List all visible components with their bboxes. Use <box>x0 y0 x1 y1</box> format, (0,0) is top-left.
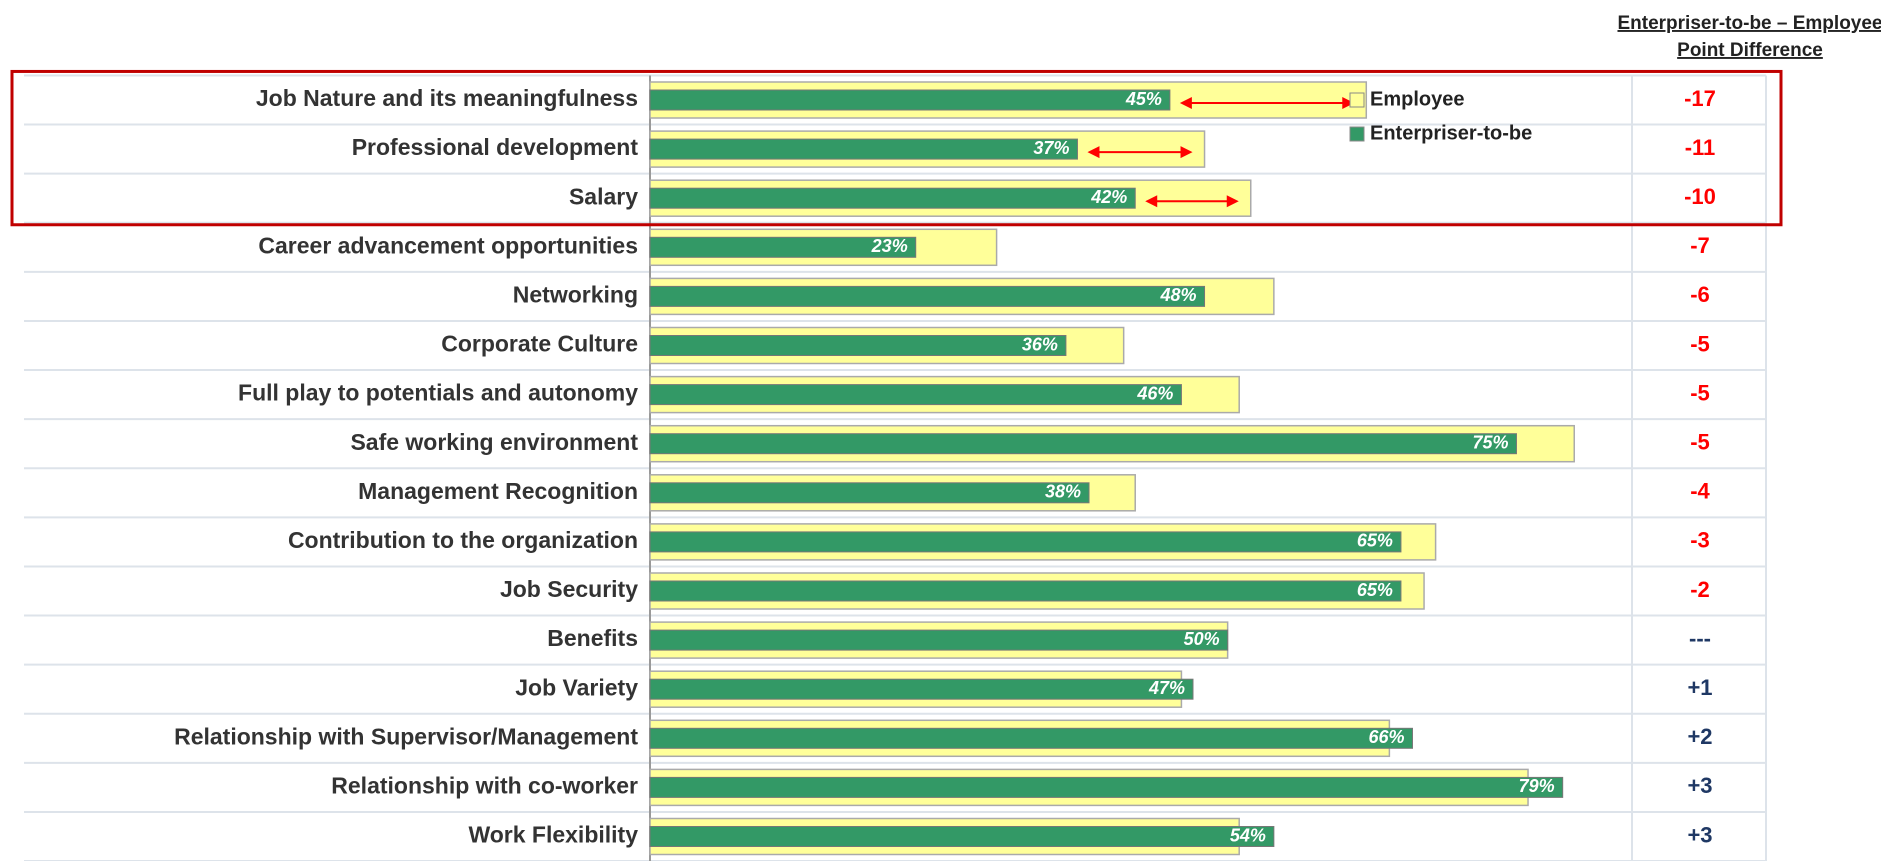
category-label: Relationship with Supervisor/Management <box>174 723 638 749</box>
value-label: 66% <box>1368 727 1404 747</box>
diff-label: -2 <box>1690 577 1710 602</box>
value-label: 75% <box>1472 432 1508 452</box>
category-label: Work Flexibility <box>468 822 638 848</box>
bar <box>649 384 1182 406</box>
category-label: Relationship with co-worker <box>331 772 638 798</box>
diff-label: -4 <box>1690 479 1710 504</box>
value-label: 38% <box>1045 482 1081 502</box>
bar <box>649 482 1090 504</box>
category-label: Networking <box>513 281 638 307</box>
category-label: Benefits <box>547 625 638 651</box>
bar <box>649 335 1067 356</box>
value-label: 65% <box>1357 531 1393 551</box>
bar <box>649 580 1402 602</box>
bar <box>649 433 1517 455</box>
arrow-head <box>1180 146 1193 159</box>
bar <box>649 727 1413 749</box>
bar <box>649 236 917 258</box>
value-label: 47% <box>1148 678 1185 698</box>
bar <box>649 228 998 267</box>
value-label: 42% <box>1090 187 1127 207</box>
diff-label: -5 <box>1690 430 1710 455</box>
value-label: 37% <box>1033 138 1069 158</box>
bar <box>649 826 1275 847</box>
diff-label: +3 <box>1687 822 1712 847</box>
diff-header: Point Difference <box>1677 40 1823 61</box>
category-label: Job Security <box>500 576 638 602</box>
bar <box>649 776 1564 798</box>
bar <box>649 629 1229 651</box>
bar <box>649 89 1171 111</box>
legend-swatch <box>1349 92 1365 108</box>
value-label: 23% <box>871 236 908 256</box>
legend-swatch <box>1349 126 1365 142</box>
value-label: 46% <box>1136 383 1173 403</box>
legend-label: Employee <box>1370 88 1464 110</box>
highlight-box <box>10 69 1783 227</box>
arrow-head <box>1087 146 1100 159</box>
category-label: Contribution to the organization <box>288 527 638 553</box>
diff-label: -5 <box>1690 380 1710 405</box>
diff-label: +2 <box>1687 724 1712 749</box>
bar <box>649 187 1136 209</box>
diff-label: +3 <box>1687 773 1712 798</box>
category-label: Professional development <box>352 134 639 160</box>
diff-label: -3 <box>1690 528 1710 553</box>
arrow-head <box>1226 195 1239 208</box>
value-label: 79% <box>1519 776 1555 796</box>
category-label: Full play to potentials and autonomy <box>238 380 638 406</box>
category-label: Corporate Culture <box>441 331 638 357</box>
diff-label: +1 <box>1687 675 1712 700</box>
bar <box>649 285 1206 307</box>
value-label: 50% <box>1184 629 1220 649</box>
diff-label: -6 <box>1690 282 1710 307</box>
diff-header: Enterpriser-to-be – Employee <box>1617 13 1881 34</box>
bar <box>649 138 1078 160</box>
legend-label: Enterpriser-to-be <box>1370 122 1532 144</box>
category-label: Job Nature and its meaningfulness <box>256 85 638 111</box>
value-label: 36% <box>1022 334 1058 354</box>
diff-label: -7 <box>1690 233 1710 258</box>
arrow-head <box>1179 97 1192 109</box>
value-label: 48% <box>1160 285 1197 305</box>
arrow-head <box>1342 97 1355 109</box>
category-label: Safe working environment <box>350 429 638 455</box>
category-label: Salary <box>569 183 638 209</box>
diff-label: --- <box>1689 626 1711 651</box>
diff-label: -11 <box>1685 135 1716 160</box>
bar <box>649 531 1402 553</box>
value-label: 65% <box>1357 580 1393 600</box>
diff-label: -10 <box>1684 184 1716 209</box>
value-label: 45% <box>1125 89 1162 109</box>
diff-label: -17 <box>1684 86 1716 111</box>
value-label: 54% <box>1230 825 1266 845</box>
arrow-head <box>1145 195 1158 208</box>
diff-label: -5 <box>1690 331 1710 356</box>
category-label: Career advancement opportunities <box>258 232 638 258</box>
category-label: Management Recognition <box>358 478 638 504</box>
bar <box>649 678 1194 700</box>
category-label: Job Variety <box>515 674 638 700</box>
